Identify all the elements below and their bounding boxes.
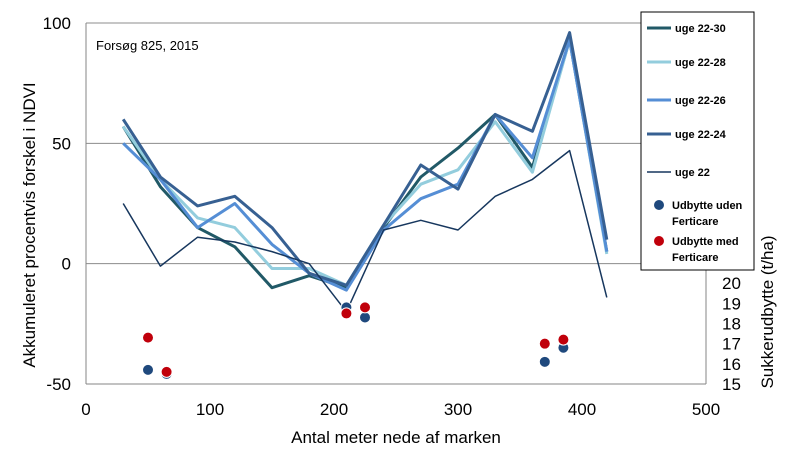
series-line [122,149,608,313]
scatter-layer [142,301,570,380]
y2-tick-label: 18 [722,315,741,334]
legend-box [640,11,755,271]
series-line [122,38,609,292]
x-tick-label: 0 [81,400,90,419]
y2-tick-label: 19 [722,294,741,313]
x-axis-title: Antal meter nede af marken [291,428,501,447]
legend-label: uge 22-26 [675,95,726,107]
legend-label: Ferticare [672,216,718,228]
y-axis-title: Akkumuleret procentvis forskel i NDVI [20,82,39,367]
scatter-point [160,365,173,378]
y-tick-label: 0 [62,255,71,274]
scatter-point [340,307,353,320]
scatter-point [142,331,154,344]
scatter-point [538,337,551,350]
y2-tick-label: 17 [722,335,741,354]
y-tick-label: 50 [52,134,71,153]
legend-label: Ferticare [672,252,718,264]
legend-label: Udbytte med [672,236,739,248]
x-tick-label: 100 [196,400,224,419]
y2-tick-label: 20 [722,274,741,293]
x-tick-label: 200 [320,400,348,419]
scatter-point [142,363,154,376]
series-layer [121,31,609,313]
x-tick-label: 400 [568,400,596,419]
y2-tick-label: 15 [722,375,741,394]
y-tick-label: 100 [43,14,71,33]
x-tick-label: 500 [692,400,720,419]
y2-tick-label: 16 [722,355,741,374]
chart-annotation: Forsøg 825, 2015 [96,38,199,53]
y-tick-label: -50 [46,375,71,394]
scatter-point [538,355,551,368]
scatter-point [359,301,371,314]
legend-label: Udbytte uden [672,200,743,212]
legend-label: uge 22-30 [675,23,726,35]
scatter-point [557,333,570,346]
legend-label: uge 22-24 [675,129,727,141]
legend-label: uge 22-28 [675,57,726,69]
legend-label: uge 22 [675,167,710,179]
axes [85,23,707,385]
series-line [121,31,609,287]
series-line [121,38,609,287]
scatter-point [359,311,371,324]
legend: uge 22-30 uge 22-28 uge 22-26 uge 22-24 uge … [640,11,755,271]
y2-axis-title: Sukkerudbytte (t/ha) [758,235,777,388]
legend-swatch [654,236,664,246]
x-tick-label: 300 [444,400,472,419]
legend-swatch [654,200,664,210]
